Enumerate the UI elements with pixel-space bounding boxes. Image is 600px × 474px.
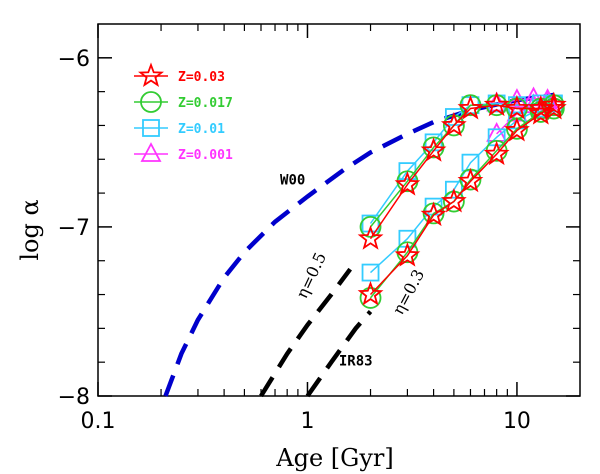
y-tick-label: −6 [58,47,90,72]
legend-label: Z=0.01 [178,122,225,137]
data-series [357,86,567,309]
axis-ticks: 0.1 1 10 −8 −7 −6 [58,24,580,434]
legend-label: Z=0.001 [178,148,233,163]
data-point [420,137,447,162]
y-axis-title: log α [16,199,44,260]
data-point [540,94,567,120]
data-point [444,180,463,199]
data-point [440,111,467,137]
x-tick-label: 1 [300,409,314,434]
data-point [440,187,467,213]
data-point [357,280,384,306]
reference-curve-1 [259,267,353,398]
plot-frame [97,23,581,397]
annotation-label: η=0.3 [389,266,429,318]
data-point [361,263,380,282]
data-point [506,88,528,108]
data-point [420,201,447,227]
series-Z=0.017 [359,94,565,309]
data-point [483,91,510,117]
data-point [394,171,421,196]
series-line [369,104,554,240]
x-tick-label: 10 [503,409,531,434]
legend-marker [138,62,164,87]
data-point [504,116,530,142]
reference-curve-2 [305,310,373,398]
x-axis-title: Age [Gyr] [275,444,393,472]
legend-label: Z=0.017 [178,96,233,111]
data-point [504,94,530,120]
series-line [369,104,555,296]
y-tick-label: −7 [58,216,90,241]
legend-marker [140,91,162,113]
data-point [394,242,421,267]
data-point [359,287,382,309]
data-point [361,214,380,233]
y-tick-label: −8 [58,385,90,410]
data-point [357,225,384,250]
legend-label: Z=0.03 [178,70,225,85]
data-point [540,91,567,117]
data-point [483,140,510,166]
legend-marker [142,119,160,137]
annotation-label: η=0.5 [292,249,330,301]
series-Z=0.03 [357,91,567,306]
legend-marker [140,142,162,162]
annotation-label: W00 [280,173,305,189]
data-point [457,94,484,120]
data-point [359,216,382,238]
x-tick-label: 0.1 [81,409,116,434]
annotation-label: IR83 [339,354,373,370]
legend: Z=0.03 Z=0.017 Z=0.01 Z=0.001 [134,62,233,163]
data-point [457,167,484,193]
